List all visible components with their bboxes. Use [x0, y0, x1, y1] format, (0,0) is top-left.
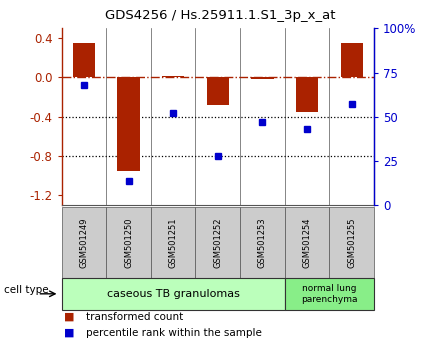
Text: GSM501253: GSM501253	[258, 217, 267, 268]
Text: GSM501250: GSM501250	[124, 217, 133, 268]
Bar	[73, 43, 95, 78]
Bar	[341, 43, 363, 78]
Text: GSM501254: GSM501254	[303, 217, 312, 268]
Bar	[207, 78, 229, 105]
Text: GSM501249: GSM501249	[79, 217, 88, 268]
Text: GDS4256 / Hs.25911.1.S1_3p_x_at: GDS4256 / Hs.25911.1.S1_3p_x_at	[105, 9, 335, 22]
Bar	[162, 75, 184, 78]
Bar	[251, 78, 274, 79]
Text: normal lung
parenchyma: normal lung parenchyma	[301, 284, 358, 303]
Text: GSM501251: GSM501251	[169, 217, 178, 268]
Text: GSM501255: GSM501255	[347, 217, 356, 268]
Text: ■: ■	[64, 312, 74, 322]
Bar	[296, 78, 318, 112]
Text: transformed count: transformed count	[86, 312, 183, 322]
Text: cell type: cell type	[4, 285, 49, 295]
Text: percentile rank within the sample: percentile rank within the sample	[86, 328, 262, 338]
Text: GSM501252: GSM501252	[213, 217, 222, 268]
Bar	[117, 78, 140, 171]
Text: caseous TB granulomas: caseous TB granulomas	[107, 289, 240, 299]
Text: ■: ■	[64, 328, 74, 338]
